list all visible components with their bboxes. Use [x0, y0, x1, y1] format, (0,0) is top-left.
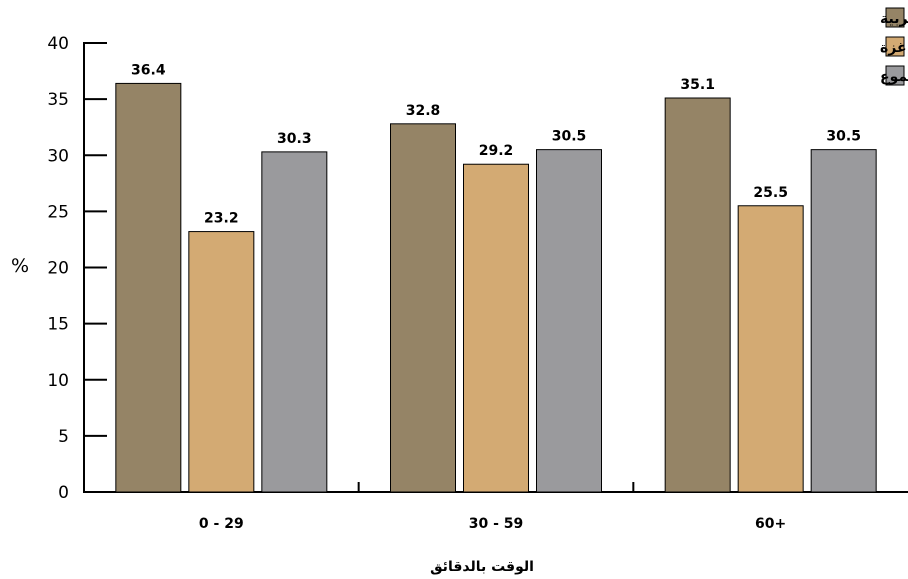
bar — [810, 149, 877, 493]
bar — [390, 123, 456, 493]
data-label: 35.1 — [680, 77, 715, 93]
data-label: 23.2 — [204, 211, 239, 227]
legend-label: المجموع — [880, 69, 908, 85]
bar — [188, 231, 255, 493]
legend-swatch — [885, 65, 905, 86]
x-tick-label: 30 - 59 — [469, 516, 524, 532]
y-axis-title: % — [11, 255, 29, 277]
x-tick-label: 0 - 29 — [199, 516, 244, 532]
legend: الضفة الغربية قطاع غزة المجموع — [880, 7, 908, 86]
data-label: 30.5 — [826, 129, 861, 145]
y-axis: 0 5 10 15 20 25 30 35 40 — [47, 34, 107, 503]
y-tick-label: 15 — [47, 315, 69, 335]
bar — [261, 151, 328, 493]
legend-swatch — [885, 36, 905, 57]
data-label: 30.5 — [552, 129, 587, 145]
data-label: 25.5 — [753, 185, 788, 201]
bar — [664, 97, 731, 493]
bar — [536, 149, 602, 493]
value-labels: 36.4 23.2 30.3 32.8 29.2 30.5 35.1 25.5 30.5 — [131, 62, 861, 226]
y-tick-label: 25 — [47, 202, 69, 222]
y-tick-label: 10 — [47, 371, 69, 391]
bars — [115, 82, 877, 493]
data-label: 32.8 — [406, 103, 441, 119]
legend-label: الضفة الغربية — [880, 11, 908, 27]
x-tick-label: 60+ — [755, 516, 786, 532]
bar — [737, 205, 804, 493]
legend-label: قطاع غزة — [880, 40, 908, 56]
bar — [115, 82, 182, 493]
data-label: 29.2 — [479, 143, 514, 159]
y-tick-label: 5 — [58, 427, 69, 447]
legend-swatch — [885, 7, 905, 28]
x-axis-title: الوقت بالدقائق — [430, 559, 534, 575]
y-tick-label: 40 — [47, 34, 69, 54]
data-label: 36.4 — [131, 62, 166, 78]
bar — [463, 163, 529, 493]
data-label: 30.3 — [277, 131, 312, 147]
y-tick-label: 30 — [47, 146, 69, 166]
y-tick-label: 0 — [58, 483, 69, 503]
y-tick-label: 35 — [47, 90, 69, 110]
y-tick-label: 20 — [47, 259, 69, 279]
